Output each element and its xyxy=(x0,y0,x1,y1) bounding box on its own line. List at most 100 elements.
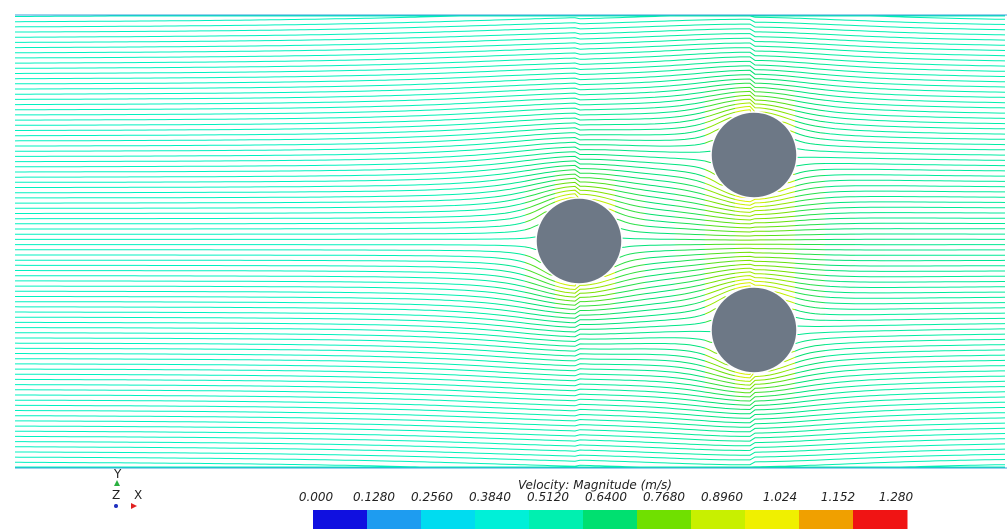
streamline xyxy=(945,387,975,388)
streamline xyxy=(885,164,915,165)
colorbar-label: 0.2560 xyxy=(411,490,453,504)
streamline xyxy=(795,249,825,250)
colorbar-segment xyxy=(313,510,368,529)
streamline xyxy=(975,434,1005,435)
streamline xyxy=(345,340,375,341)
streamline xyxy=(315,387,345,388)
streamline xyxy=(285,40,315,41)
streamline xyxy=(915,138,945,139)
streamline xyxy=(315,50,345,51)
streamline xyxy=(315,107,345,108)
streamline xyxy=(315,139,345,140)
streamline xyxy=(345,143,375,144)
streamline xyxy=(345,154,375,155)
streamline xyxy=(345,96,375,97)
streamline xyxy=(405,277,435,278)
streamline xyxy=(285,428,315,429)
streamline xyxy=(375,196,405,197)
streamline xyxy=(285,423,315,424)
streamline xyxy=(345,44,375,45)
streamline xyxy=(345,170,375,171)
streamline xyxy=(975,381,1005,382)
streamline xyxy=(975,66,1005,67)
streamline xyxy=(405,266,435,267)
streamline xyxy=(975,413,1005,414)
streamline xyxy=(975,102,1005,103)
streamline xyxy=(975,465,1005,466)
viewport: Y Z X Velocity: Magnitude (m/s) 0.0000.1… xyxy=(0,0,1007,529)
streamline xyxy=(315,429,345,430)
streamline xyxy=(345,455,375,456)
streamline xyxy=(315,149,345,150)
streamline xyxy=(945,96,975,97)
streamline xyxy=(945,39,975,40)
colorbar-segment xyxy=(583,510,638,529)
colorbar-label: 0.8960 xyxy=(701,490,743,504)
streamline xyxy=(375,180,405,181)
streamline xyxy=(975,118,1005,119)
streamline xyxy=(975,113,1005,114)
streamline xyxy=(315,350,345,351)
streamline xyxy=(285,392,315,393)
streamline xyxy=(585,369,615,370)
streamline xyxy=(285,438,315,439)
streamline xyxy=(315,382,345,383)
streamline xyxy=(315,29,345,30)
streamline xyxy=(975,34,1005,35)
streamline xyxy=(945,149,975,150)
streamline xyxy=(345,408,375,409)
streamline xyxy=(675,152,705,153)
streamline xyxy=(315,355,345,356)
streamline xyxy=(345,39,375,40)
colorbar-label: 0.7680 xyxy=(643,490,685,504)
streamline xyxy=(825,260,855,261)
streamline xyxy=(975,60,1005,61)
streamline xyxy=(315,112,345,113)
streamline xyxy=(345,122,375,123)
streamline xyxy=(315,133,345,134)
streamline xyxy=(315,60,345,61)
streamline xyxy=(975,107,1005,108)
streamline xyxy=(975,366,1005,367)
streamline xyxy=(315,439,345,440)
streamline xyxy=(315,71,345,72)
streamline xyxy=(315,123,345,124)
streamline xyxy=(975,454,1005,455)
streamline xyxy=(765,235,795,236)
streamline xyxy=(345,65,375,66)
streamline xyxy=(915,324,945,325)
streamline xyxy=(315,371,345,372)
streamline xyxy=(375,23,405,24)
streamline xyxy=(315,361,345,362)
streamline xyxy=(315,454,345,455)
streamline xyxy=(345,434,375,435)
streamline xyxy=(315,55,345,56)
streamline xyxy=(315,444,345,445)
colorbar-label: 0.5120 xyxy=(527,490,569,504)
streamline xyxy=(885,330,915,331)
streamline xyxy=(975,392,1005,393)
streamline xyxy=(705,24,735,25)
streamline xyxy=(345,18,375,19)
streamline xyxy=(345,335,375,336)
streamline xyxy=(315,39,345,40)
streamline xyxy=(975,418,1005,419)
streamline xyxy=(945,356,975,357)
streamline xyxy=(315,118,345,119)
streamline xyxy=(945,133,975,134)
colorbar-segment xyxy=(529,510,584,529)
streamline xyxy=(315,65,345,66)
streamline xyxy=(975,355,1005,356)
streamline xyxy=(375,282,405,283)
streamline xyxy=(285,61,315,62)
colorbar-segment xyxy=(367,510,422,529)
streamline xyxy=(345,445,375,446)
streamline xyxy=(345,70,375,71)
streamline xyxy=(315,76,345,77)
streamline xyxy=(315,92,345,93)
streamline xyxy=(315,376,345,377)
streamline xyxy=(975,449,1005,450)
colorbar-label: 1.024 xyxy=(763,490,797,504)
streamline xyxy=(315,97,345,98)
streamline xyxy=(345,133,375,134)
